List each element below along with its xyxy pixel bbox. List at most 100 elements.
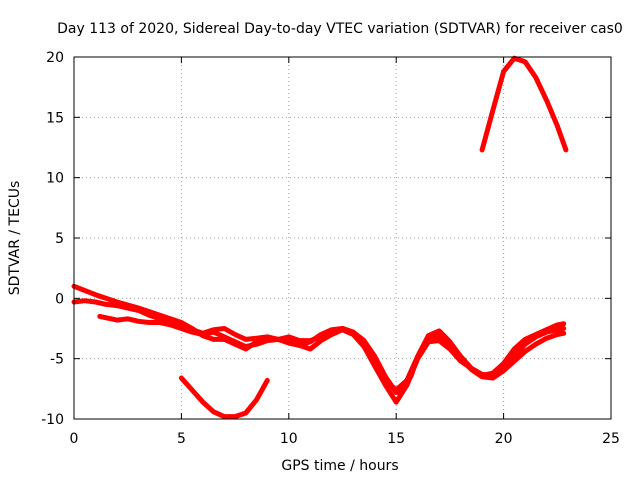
x-tick-label: 5 [177, 431, 186, 447]
x-tick-label: 10 [280, 431, 298, 447]
data-point [232, 414, 238, 419]
data-point [415, 356, 420, 361]
data-point [561, 321, 566, 326]
data-point [522, 349, 528, 354]
data-point [222, 334, 227, 340]
data-point [563, 147, 569, 153]
data-point [254, 342, 259, 347]
data-point [222, 414, 227, 419]
data-point [254, 336, 259, 341]
y-tick-label: 20 [46, 50, 64, 66]
y-tick-label: 0 [55, 291, 64, 307]
data-point [265, 378, 270, 383]
data-point [297, 338, 302, 343]
data-point [82, 298, 87, 303]
data-point [168, 322, 173, 328]
data-point [125, 305, 130, 311]
data-point [469, 366, 474, 371]
data-point [265, 338, 270, 343]
data-point [136, 319, 141, 324]
data-point [308, 346, 313, 352]
data-point [533, 342, 538, 347]
data-point [232, 339, 238, 344]
data-point [189, 387, 195, 393]
data-point [147, 313, 152, 318]
data-point [383, 383, 388, 388]
data-point [437, 333, 442, 338]
data-point [179, 375, 184, 381]
data-point [157, 316, 163, 321]
data-point [286, 334, 291, 340]
data-point [222, 326, 227, 331]
chart-title: Day 113 of 2020, Sidereal Day-to-day VTE… [57, 21, 623, 37]
data-point [114, 317, 120, 323]
data-point [501, 361, 506, 366]
data-point [254, 397, 259, 402]
data-point [372, 363, 377, 369]
data-point [437, 338, 442, 343]
data-point [179, 326, 184, 331]
data-point [114, 303, 120, 308]
data-point [97, 314, 103, 319]
data-point [479, 373, 485, 378]
y-tick-label: 10 [46, 171, 64, 187]
data-point [458, 358, 463, 364]
data-point [555, 332, 560, 337]
data-point [275, 337, 281, 342]
grid [74, 57, 611, 419]
data-point [426, 339, 431, 344]
data-point [501, 69, 506, 74]
series-group [71, 55, 569, 420]
y-tick-label: -5 [50, 352, 64, 368]
y-tick-label: 15 [46, 110, 64, 126]
data-point [555, 322, 560, 328]
x-axis-label: GPS time / hours [281, 458, 398, 474]
data-point [318, 338, 324, 343]
data-point [394, 387, 399, 393]
data-point [447, 346, 453, 352]
data-point [243, 344, 248, 349]
data-point [243, 337, 248, 342]
data-point [533, 332, 538, 337]
data-point [93, 299, 98, 305]
data-point [490, 375, 496, 381]
plot-frame [73, 56, 612, 420]
data-point [147, 320, 152, 325]
data-point [555, 327, 560, 332]
data-point [211, 409, 216, 414]
data-point [533, 75, 538, 80]
data-point [308, 339, 313, 344]
data-point [104, 302, 109, 307]
data-point [555, 123, 560, 128]
data-point [125, 316, 130, 321]
data-point [490, 107, 496, 113]
x-tick-label: 25 [602, 431, 620, 447]
data-point [329, 332, 334, 337]
data-point [211, 337, 216, 342]
y-tick-label: 5 [55, 231, 64, 247]
data-point [544, 327, 549, 332]
data-point [232, 332, 238, 337]
series-line-sat-d [178, 375, 270, 420]
x-tick-label: 0 [70, 431, 79, 447]
axis-ticks: 0 5 10 15 20 25 -10 -5 0 5 10 15 20 [41, 50, 620, 447]
y-tick-label: -10 [41, 412, 64, 428]
data-point [361, 344, 367, 349]
data-point [522, 337, 528, 342]
data-point [329, 327, 334, 332]
data-point [404, 383, 410, 388]
x-tick-label: 20 [495, 431, 513, 447]
data-point [512, 346, 517, 352]
data-point [501, 368, 506, 373]
data-point [318, 332, 324, 337]
data-point [522, 59, 528, 64]
data-point [297, 343, 302, 348]
data-point [136, 308, 141, 313]
data-point [437, 328, 442, 334]
data-point [200, 332, 206, 337]
series-line-sat-e [479, 55, 569, 153]
data-point [189, 329, 195, 335]
data-point [243, 410, 248, 416]
data-point [200, 399, 206, 405]
